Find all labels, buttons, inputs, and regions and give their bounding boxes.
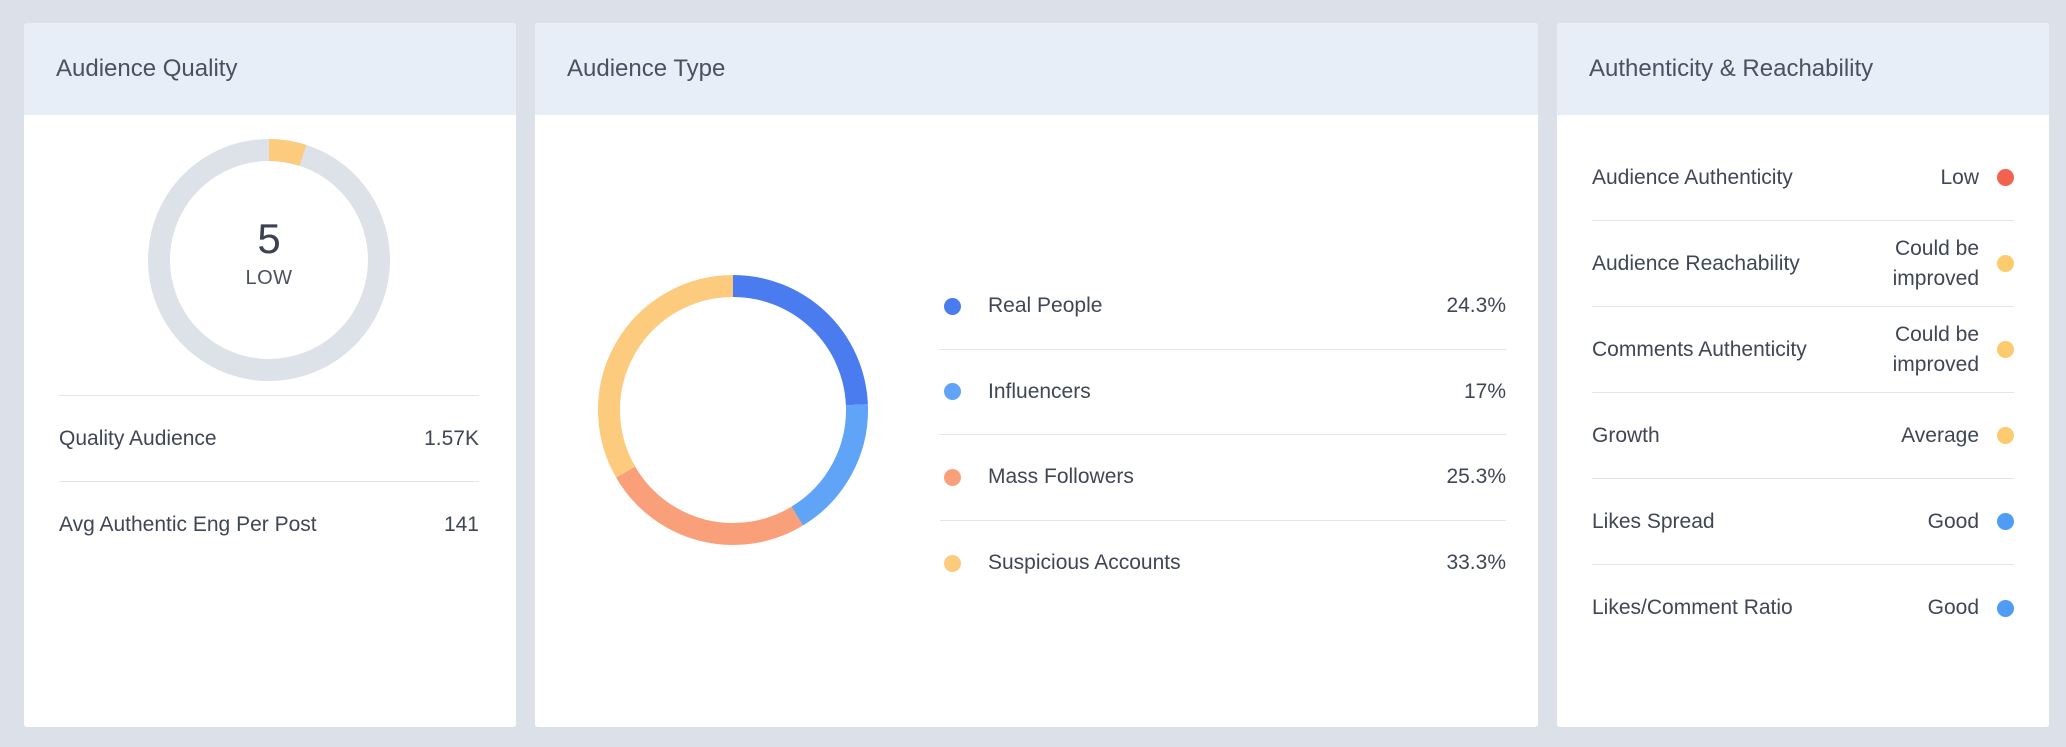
status-dot-icon: [1997, 599, 2014, 617]
auth-row-growth: Growth Average: [1592, 393, 2014, 479]
auth-label: Likes/Comment Ratio: [1592, 596, 1793, 619]
quality-score-label: LOW: [245, 267, 293, 289]
audience-type-donut: [593, 270, 873, 550]
auth-status-text: Average: [1901, 423, 1979, 447]
audience-type-donut-chart: [598, 275, 868, 545]
auth-status-text: Low: [1940, 165, 1979, 189]
stat-row-avg-authentic-eng: Avg Authentic Eng Per Post 141: [59, 481, 479, 567]
auth-status-text: Good: [1927, 596, 1979, 619]
auth-label: Likes Spread: [1592, 509, 1715, 533]
auth-row-audience-authenticity: Audience Authenticity Low: [1592, 135, 2014, 221]
audience-type-legend: Real People 24.3% Influencers 17% Mass F…: [940, 264, 1506, 606]
auth-row-likes-spread: Likes Spread Good: [1592, 479, 2014, 565]
donut-slice-suspicious-accounts: [598, 275, 734, 478]
auth-status: Could be improved: [1893, 234, 2014, 294]
stat-row-quality-audience: Quality Audience 1.57K: [59, 395, 479, 481]
auth-status: Good: [1928, 593, 2014, 623]
auth-label: Audience Reachability: [1592, 251, 1800, 275]
auth-label: Comments Authenticity: [1592, 337, 1807, 361]
donut-slice-mass-followers: [616, 466, 803, 545]
auth-row-comments-authenticity: Comments Authenticity Could be improved: [1592, 307, 2014, 393]
auth-row-likes-comment-ratio: Likes/Comment Ratio Good: [1592, 565, 2014, 651]
legend-label: Suspicious Accounts: [988, 551, 1181, 575]
status-dot-icon: [1997, 255, 2014, 272]
status-dot-icon: [1997, 427, 2014, 444]
legend-item-suspicious-accounts: Suspicious Accounts 33.3%: [940, 521, 1506, 607]
legend-item-real-people: Real People 24.3%: [940, 264, 1506, 350]
auth-status-text: Good: [1927, 509, 1979, 533]
auth-status: Average: [1901, 421, 2014, 451]
audience-type-card: Audience Type Real People 24.3% Influenc…: [535, 23, 1538, 727]
auth-status: Good: [1928, 507, 2014, 537]
legend-label: Real People: [988, 294, 1103, 318]
authenticity-reachability-card: Authenticity & Reachability Audience Aut…: [1557, 23, 2049, 727]
auth-status-text: Could be improved: [1892, 322, 1979, 376]
real-people-dot-icon: [944, 297, 961, 315]
stat-label: Quality Audience: [59, 426, 217, 450]
auth-label: Audience Authenticity: [1592, 165, 1793, 189]
auth-label: Growth: [1592, 423, 1660, 447]
authenticity-list: Audience Authenticity Low Audience Reach…: [1592, 135, 2014, 651]
audience-quality-title: Audience Quality: [24, 23, 516, 115]
mass-followers-dot-icon: [944, 468, 961, 486]
legend-label: Mass Followers: [988, 465, 1134, 489]
auth-status: Low: [1940, 163, 2014, 193]
gauge-fill-arc: [268, 139, 307, 166]
quality-score-value: 5: [257, 215, 281, 262]
auth-row-audience-reachability: Audience Reachability Could be improved: [1592, 221, 2014, 307]
legend-item-influencers: Influencers 17%: [940, 350, 1506, 435]
influencers-dot-icon: [944, 383, 961, 401]
audience-quality-card: Audience Quality 5 LOW Quality Audience …: [24, 23, 516, 727]
legend-value: 33.3%: [1446, 551, 1506, 575]
donut-slice-influencers: [791, 404, 868, 526]
stat-label: Avg Authentic Eng Per Post: [59, 512, 317, 536]
stat-value: 1.57K: [424, 426, 479, 450]
suspicious-accounts-dot-icon: [944, 554, 961, 572]
authenticity-title: Authenticity & Reachability: [1557, 23, 2049, 115]
quality-score-gauge: 5 LOW: [144, 135, 394, 385]
legend-value: 24.3%: [1446, 294, 1506, 318]
auth-status: Could be improved: [1893, 320, 2014, 380]
status-dot-icon: [1997, 341, 2014, 358]
quality-gauge-ring: [148, 139, 390, 381]
legend-value: 25.3%: [1446, 465, 1506, 489]
donut-slice-real-people: [732, 275, 868, 406]
quality-stats-list: Quality Audience 1.57K Avg Authentic Eng…: [59, 395, 479, 567]
status-dot-icon: [1997, 513, 2014, 530]
auth-status-text: Could be improved: [1892, 236, 1979, 290]
status-dot-icon: [1997, 169, 2014, 186]
legend-value: 17%: [1463, 379, 1506, 403]
legend-label: Influencers: [988, 379, 1091, 403]
audience-type-title: Audience Type: [535, 23, 1538, 115]
stat-value: 141: [443, 512, 479, 536]
legend-item-mass-followers: Mass Followers 25.3%: [940, 435, 1506, 521]
